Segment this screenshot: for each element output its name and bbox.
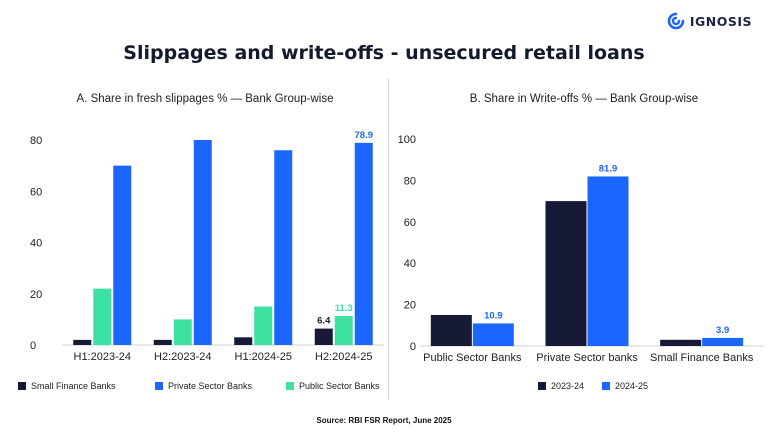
chart-a-title: A. Share in fresh slippages % — Bank Gro… — [77, 93, 334, 105]
chart-a-y-tick: 40 — [30, 238, 42, 250]
chart-write-offs: B. Share in Write-offs % — Bank Group-wi… — [398, 93, 764, 391]
chart-b-legend-label: 2024-25 — [615, 381, 648, 391]
chart-b-title: B. Share in Write-offs % — Bank Group-wi… — [470, 93, 698, 105]
chart-a-legend-label: Private Sector Banks — [168, 381, 253, 391]
chart-b-bar — [472, 323, 514, 346]
chart-a-bar — [234, 337, 253, 345]
panel-divider — [388, 78, 389, 400]
chart-a-category-label: H1:2024-25 — [235, 351, 293, 363]
chart-a-bar — [354, 142, 373, 345]
chart-slippages: A. Share in fresh slippages % — Bank Gro… — [18, 93, 384, 391]
chart-b-y-tick: 100 — [398, 134, 416, 146]
chart-a-data-label: 78.9 — [355, 130, 374, 141]
chart-a-category-label: H1:2023-24 — [74, 351, 132, 363]
chart-b-legend-swatch — [538, 382, 546, 390]
chart-a-bar — [314, 328, 333, 345]
chart-b-bar — [545, 201, 587, 346]
chart-b-y-tick: 0 — [410, 341, 416, 353]
chart-a-legend-swatch — [155, 382, 163, 390]
chart-b-data-label: 10.9 — [484, 310, 503, 321]
chart-a-bar — [73, 339, 92, 345]
chart-a-bar — [274, 150, 293, 345]
brand-logo: IGNOSIS — [667, 12, 752, 30]
chart-a-bar — [254, 306, 273, 345]
chart-a-category-label: H2:2023-24 — [154, 351, 212, 363]
chart-a-bar — [173, 319, 192, 345]
chart-b-bar — [702, 337, 744, 346]
chart-b-category-label: Public Sector Banks — [423, 352, 522, 364]
chart-a-bar — [93, 288, 112, 345]
chart-a-bar — [113, 165, 132, 345]
chart-b-bar — [430, 314, 472, 346]
chart-a-bar — [193, 140, 212, 345]
source-note: Source: RBI FSR Report, June 2025 — [316, 416, 452, 425]
chart-b-legend-label: 2023-24 — [551, 381, 584, 391]
ignosis-logo-icon — [667, 12, 685, 30]
chart-a-y-tick: 80 — [30, 135, 42, 147]
chart-a-legend-label: Public Sector Banks — [299, 381, 380, 391]
chart-b-bar — [660, 339, 702, 346]
chart-b-y-tick: 60 — [404, 217, 416, 229]
logo-text: IGNOSIS — [689, 13, 752, 29]
chart-b-legend-swatch — [602, 382, 610, 390]
chart-b-category-label: Private Sector banks — [536, 352, 638, 364]
chart-b-category-label: Small Finance Banks — [650, 352, 754, 364]
chart-a-y-tick: 60 — [30, 186, 42, 198]
chart-a-category-label: H2:2024-25 — [315, 351, 373, 363]
chart-b-y-tick: 40 — [404, 258, 416, 270]
chart-a-y-tick: 20 — [30, 289, 42, 301]
chart-a-y-tick: 0 — [30, 340, 36, 352]
chart-b-data-label: 81.9 — [599, 163, 618, 174]
chart-b-bar — [587, 176, 629, 346]
chart-a-legend-swatch — [286, 382, 294, 390]
chart-a-legend-swatch — [18, 382, 26, 390]
chart-a-data-label: 6.4 — [317, 316, 331, 327]
chart-a-bar — [334, 316, 353, 345]
chart-a-bar — [153, 339, 172, 345]
chart-a-data-label: 11.3 — [335, 303, 353, 314]
chart-b-y-tick: 80 — [404, 175, 416, 187]
chart-a-legend-label: Small Finance Banks — [31, 381, 116, 391]
chart-b-y-tick: 20 — [404, 300, 416, 312]
page-title: Slippages and write-offs - unsecured ret… — [123, 42, 645, 64]
chart-b-data-label: 3.9 — [716, 325, 729, 336]
